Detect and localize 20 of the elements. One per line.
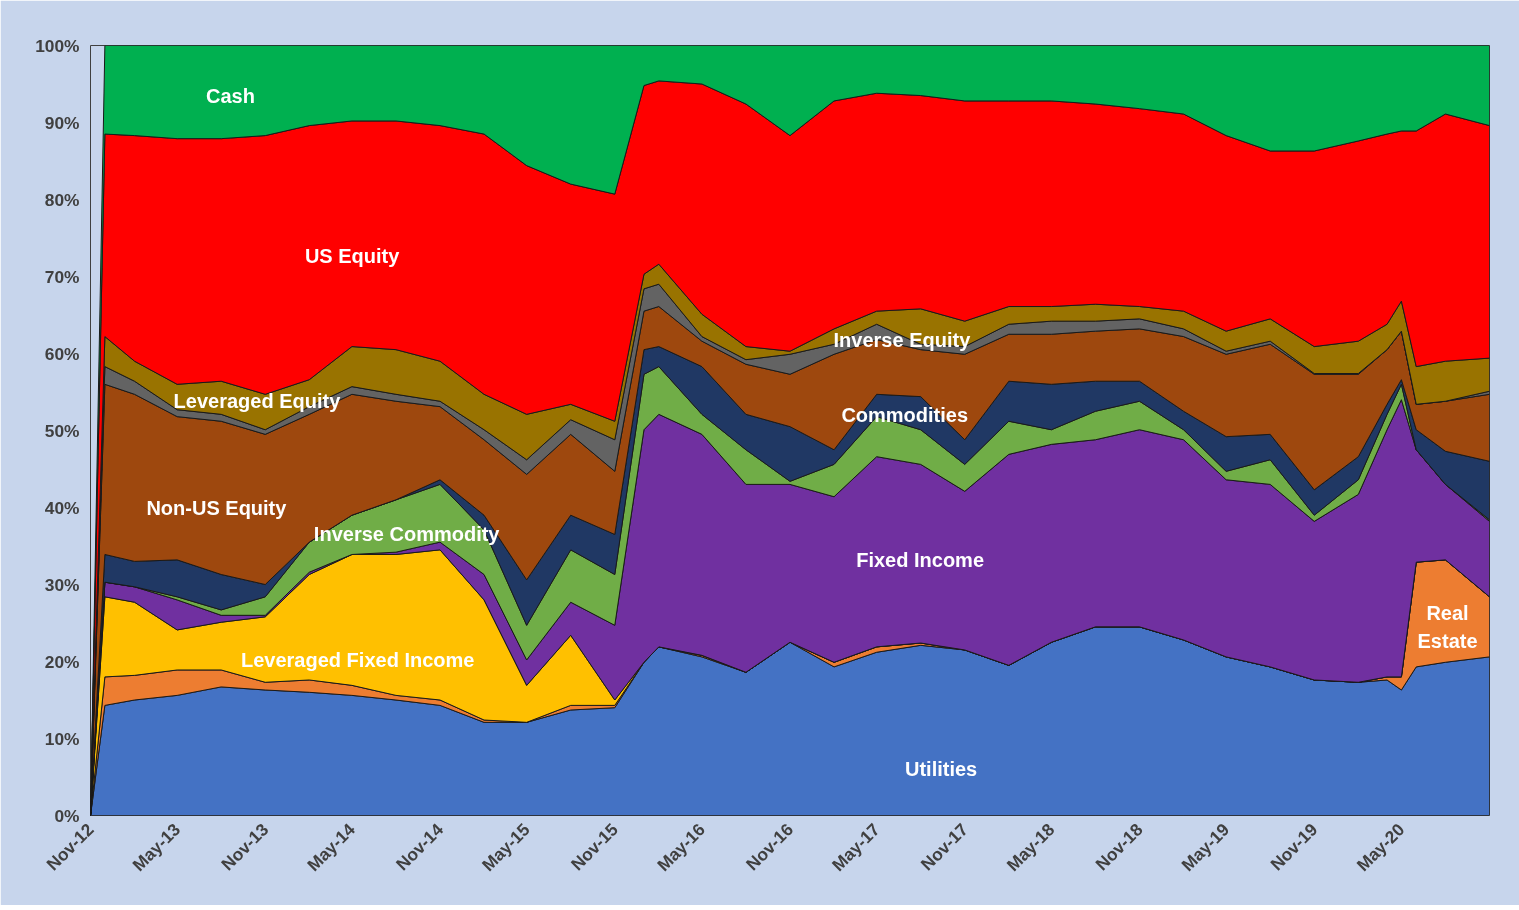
y-tick-label: 10%: [44, 728, 80, 749]
series-label: Inverse Equity: [833, 328, 972, 351]
series-label: Leveraged Fixed Income: [241, 648, 475, 671]
y-tick-label: 30%: [44, 574, 80, 595]
series-label: Leveraged Equity: [173, 390, 342, 413]
y-tick-label: 20%: [44, 651, 80, 672]
series-label: Non-US Equity: [146, 496, 288, 519]
series-label: Fixed Income: [856, 548, 985, 571]
series-label: Utilities: [904, 757, 978, 780]
y-tick-label: 100%: [35, 35, 80, 56]
series-label: US Equity: [304, 244, 401, 267]
y-tick-label: 70%: [44, 266, 80, 287]
y-tick-label: 60%: [44, 343, 80, 364]
series-label: Cash: [205, 84, 255, 107]
y-tick-label: 40%: [44, 497, 80, 518]
y-tick-label: 50%: [44, 420, 80, 441]
y-tick-label: 90%: [44, 112, 80, 133]
series-label: Real Estate: [1417, 601, 1478, 653]
y-tick-label: 0%: [54, 805, 80, 826]
y-tick-label: 80%: [44, 189, 80, 210]
